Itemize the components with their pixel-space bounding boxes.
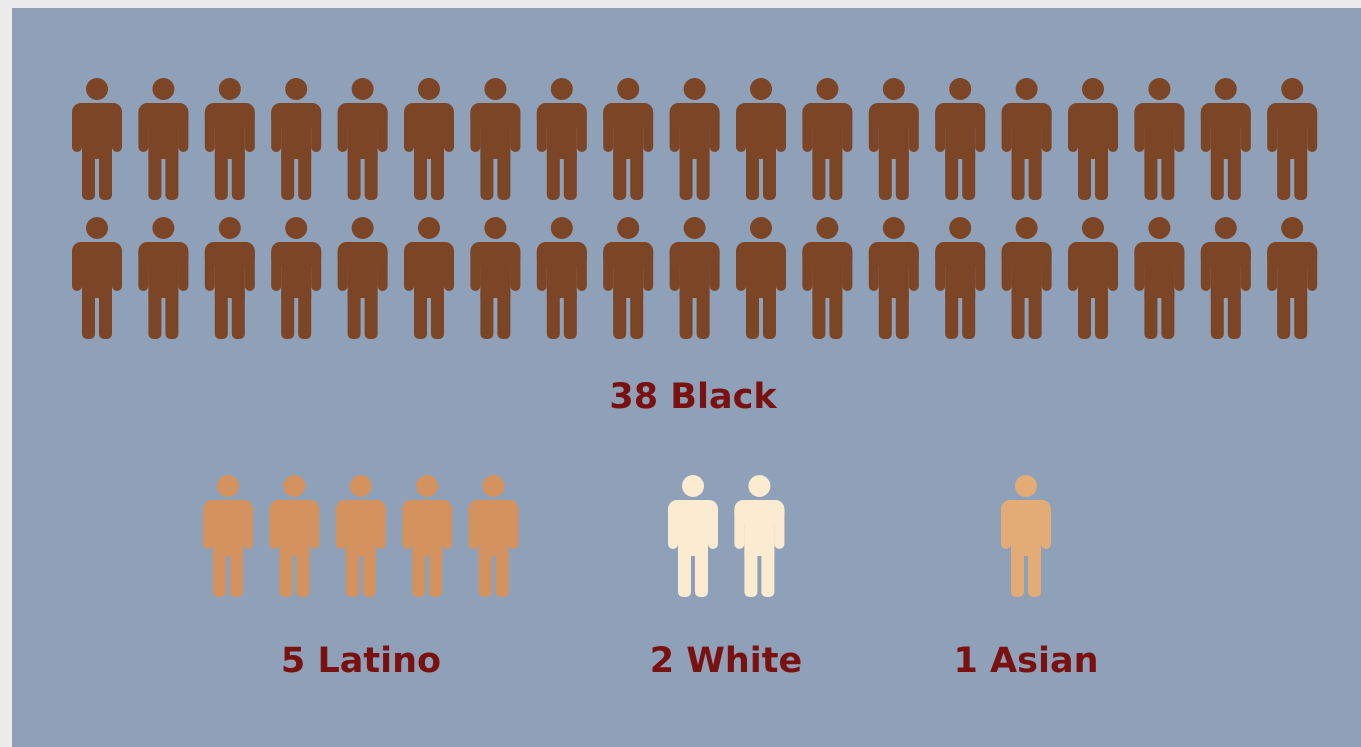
group-label: 2 White xyxy=(650,641,803,681)
group-label: 1 Asian xyxy=(954,641,1099,681)
group-label: 38 Black xyxy=(609,377,777,417)
group-label: 5 Latino xyxy=(281,641,441,681)
